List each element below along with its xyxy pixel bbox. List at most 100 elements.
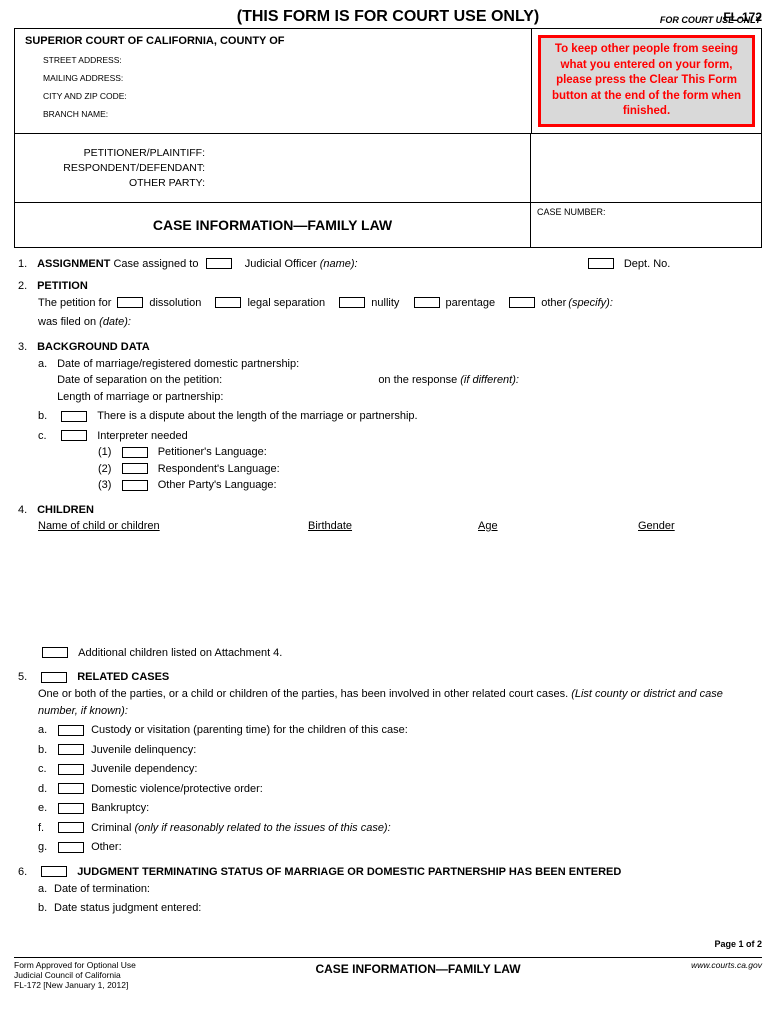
assignment-checkbox[interactable] bbox=[206, 258, 232, 269]
s5c-l: c. bbox=[38, 761, 54, 778]
s5b: b. Juvenile delinquency: bbox=[38, 742, 758, 759]
court-header-row: SUPERIOR COURT OF CALIFORNIA, COUNTY OF … bbox=[15, 29, 761, 134]
s4-num: 4. bbox=[18, 504, 34, 516]
interpreter-checkbox[interactable] bbox=[61, 430, 87, 441]
delinquency-checkbox[interactable] bbox=[58, 744, 84, 755]
dissolution-checkbox[interactable] bbox=[117, 297, 143, 308]
s2-filed-it: (date): bbox=[99, 316, 131, 328]
footer-l3: FL-172 [New January 1, 2012] bbox=[14, 980, 128, 990]
s5g-l: g. bbox=[38, 839, 54, 856]
s3b-text: There is a dispute about the length of t… bbox=[97, 410, 417, 422]
court-info: SUPERIOR COURT OF CALIFORNIA, COUNTY OF … bbox=[15, 29, 531, 133]
criminal-checkbox[interactable] bbox=[58, 822, 84, 833]
s5a-t: Custody or visitation (parenting time) f… bbox=[91, 724, 408, 736]
header-text: (THIS FORM IS FOR COURT USE ONLY) bbox=[237, 8, 540, 25]
s4-attach: Additional children listed on Attachment… bbox=[38, 645, 758, 662]
s3-num: 3. bbox=[18, 341, 34, 353]
form-title: CASE INFORMATION—FAMILY LAW bbox=[15, 203, 531, 247]
s5a: a. Custody or visitation (parenting time… bbox=[38, 722, 758, 739]
main-form-box: FOR COURT USE ONLY SUPERIOR COURT OF CAL… bbox=[14, 28, 762, 248]
s6b-l: b. bbox=[38, 900, 54, 917]
s2-lead: The petition for bbox=[38, 295, 111, 312]
opt-other-it: (specify): bbox=[568, 295, 613, 312]
s3c-langs: (1) Petitioner's Language: (2) Responden… bbox=[98, 444, 758, 494]
dispute-checkbox[interactable] bbox=[61, 411, 87, 422]
s5d-t: Domestic violence/protective order: bbox=[91, 783, 263, 795]
s3c-r2-n: (2) bbox=[98, 463, 111, 475]
petitioner-lang-checkbox[interactable] bbox=[122, 447, 148, 458]
s5g-t: Other: bbox=[91, 841, 122, 853]
s1-text1: Case assigned to bbox=[113, 258, 198, 270]
section-assignment: 1. ASSIGNMENT Case assigned to Judicial … bbox=[18, 258, 758, 270]
s3b-l: b. bbox=[38, 408, 54, 425]
s5e: e. Bankruptcy: bbox=[38, 800, 758, 817]
s3b: b. There is a dispute about the length o… bbox=[38, 408, 758, 425]
s3a-l: a. bbox=[38, 356, 54, 373]
custody-checkbox[interactable] bbox=[58, 725, 84, 736]
dv-checkbox[interactable] bbox=[58, 783, 84, 794]
respondent-lang-checkbox[interactable] bbox=[122, 463, 148, 474]
street-address-label: STREET ADDRESS: bbox=[43, 55, 521, 65]
parties-row: PETITIONER/PLAINTIFF: RESPONDENT/DEFENDA… bbox=[15, 134, 761, 202]
s5g: g. Other: bbox=[38, 839, 758, 856]
opt-dissolution: dissolution bbox=[149, 295, 201, 312]
s2-filed: was filed on (date): bbox=[38, 314, 758, 331]
section-children: 4. CHILDREN Name of child or children Bi… bbox=[18, 504, 758, 662]
s5-num: 5. bbox=[18, 671, 34, 683]
other-petition-checkbox[interactable] bbox=[509, 297, 535, 308]
other-lang-checkbox[interactable] bbox=[122, 480, 148, 491]
parentage-checkbox[interactable] bbox=[414, 297, 440, 308]
children-entry-area[interactable] bbox=[18, 532, 758, 642]
s5f-it: (only if reasonably related to the issue… bbox=[134, 822, 390, 834]
s3-label: BACKGROUND DATA bbox=[37, 341, 150, 353]
s6a-l: a. bbox=[38, 881, 54, 898]
court-use-only-label: FOR COURT USE ONLY bbox=[660, 15, 761, 25]
bankruptcy-checkbox[interactable] bbox=[58, 803, 84, 814]
footer-left: Form Approved for Optional Use Judicial … bbox=[14, 960, 214, 991]
s3c-l: c. bbox=[38, 428, 54, 445]
footer-l2: Judicial Council of California bbox=[14, 970, 121, 980]
footer-l1: Form Approved for Optional Use bbox=[14, 960, 136, 970]
nullity-checkbox[interactable] bbox=[339, 297, 365, 308]
s5f-t: Criminal bbox=[91, 822, 134, 834]
opt-parentage: parentage bbox=[446, 295, 496, 312]
attachment4-checkbox[interactable] bbox=[42, 647, 68, 658]
s5d: d. Domestic violence/protective order: bbox=[38, 781, 758, 798]
dependency-checkbox[interactable] bbox=[58, 764, 84, 775]
s2-num: 2. bbox=[18, 280, 34, 292]
s3a-line1: Date of marriage/registered domestic par… bbox=[57, 358, 299, 370]
section-judgment: 6. JUDGMENT TERMINATING STATUS OF MARRIA… bbox=[18, 866, 758, 917]
s4-attach-text: Additional children listed on Attachment… bbox=[78, 647, 282, 659]
s5e-l: e. bbox=[38, 800, 54, 817]
branch-name-label: BRANCH NAME: bbox=[43, 109, 521, 119]
opt-other: other bbox=[541, 295, 566, 312]
s4-label: CHILDREN bbox=[37, 504, 94, 516]
page-number: Page 1 of 2 bbox=[14, 939, 762, 949]
city-zip-label: CITY AND ZIP CODE: bbox=[43, 91, 521, 101]
dept-checkbox[interactable] bbox=[588, 258, 614, 269]
judgment-checkbox[interactable] bbox=[41, 866, 67, 877]
footer: Form Approved for Optional Use Judicial … bbox=[14, 957, 762, 991]
s5f-l: f. bbox=[38, 820, 54, 837]
s3c: c. Interpreter needed (1) Petitioner's L… bbox=[38, 428, 758, 494]
related-cases-checkbox[interactable] bbox=[41, 672, 67, 683]
s3a-line2b: on the response bbox=[378, 374, 460, 386]
parties-cell: PETITIONER/PLAINTIFF: RESPONDENT/DEFENDA… bbox=[15, 134, 531, 202]
s6b: b.Date status judgment entered: bbox=[38, 900, 758, 917]
s5-lead: One or both of the parties, or a child o… bbox=[38, 686, 758, 719]
case-number-cell: CASE NUMBER: bbox=[531, 203, 761, 247]
s1-dept: Dept. No. bbox=[624, 258, 670, 270]
hdr-gender: Gender bbox=[638, 520, 675, 532]
section-background: 3. BACKGROUND DATA a. Date of marriage/r… bbox=[18, 341, 758, 494]
opt-nullity: nullity bbox=[371, 295, 399, 312]
section-petition: 2. PETITION The petition for dissolution… bbox=[18, 280, 758, 331]
s3a-line2: Date of separation on the petition: bbox=[57, 374, 222, 386]
s3a-line3: Length of marriage or partnership: bbox=[57, 391, 223, 403]
other-case-checkbox[interactable] bbox=[58, 842, 84, 853]
separation-checkbox[interactable] bbox=[215, 297, 241, 308]
opt-separation: legal separation bbox=[247, 295, 325, 312]
hdr-birthdate: Birthdate bbox=[308, 520, 478, 532]
s3a: a. Date of marriage/registered domestic … bbox=[38, 356, 758, 406]
s1-num: 1. bbox=[18, 258, 34, 270]
court-title: SUPERIOR COURT OF CALIFORNIA, COUNTY OF bbox=[25, 35, 521, 47]
